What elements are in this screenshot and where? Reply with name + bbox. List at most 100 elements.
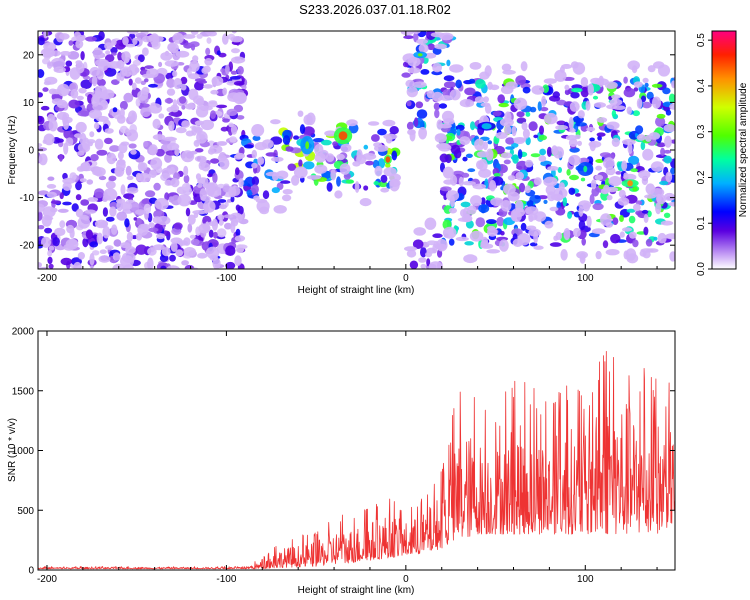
spectrogram-cell	[119, 69, 125, 82]
spectrogram-cell	[281, 194, 292, 202]
spectrogram-cell	[106, 152, 117, 165]
snr-y-tick-label: 2000	[12, 327, 35, 338]
spectrogram-cell	[187, 214, 196, 225]
spectrogram-cell	[642, 250, 651, 259]
spectrogram-cell	[39, 21, 48, 28]
spectrogram-cell	[306, 175, 322, 180]
spectrogram-cell	[184, 264, 195, 269]
spectrogram-cell	[200, 119, 215, 131]
spectrogram-cell	[502, 69, 516, 75]
spectrogram-cell	[457, 217, 472, 222]
spectrogram-cell	[407, 56, 421, 67]
spectrogram-cell	[619, 231, 625, 238]
spectrogram-cell	[94, 138, 104, 150]
spectrogram-cell	[669, 103, 675, 110]
spectrogram-cell	[69, 83, 76, 91]
snr-x-ticks: -200 -100 0 100	[37, 331, 658, 585]
spectrogram-cell	[467, 205, 477, 215]
spectrogram-cell	[225, 245, 236, 256]
colorbar-scale	[711, 30, 737, 270]
spectrogram-cell	[246, 189, 253, 196]
snr-x-tick-label: -200	[37, 574, 57, 585]
spectrogram-cell	[645, 238, 653, 247]
spectrogram-cell	[595, 165, 603, 171]
spectrogram-cell	[406, 249, 417, 258]
spectrogram-cell	[79, 178, 87, 183]
spectrogram-cell	[486, 225, 496, 231]
spectrogram-cell	[432, 233, 443, 238]
spectrogram-cell	[557, 167, 562, 173]
spectrogram-cell	[200, 195, 211, 202]
spectrogram-cell	[291, 175, 300, 186]
spectrogram-cell	[104, 137, 113, 145]
spectrogram-cell	[406, 86, 418, 98]
spectrogram-cell	[230, 36, 243, 43]
spectrogram-cell	[568, 138, 578, 147]
spectrogram-cell	[433, 102, 441, 111]
spectrogram-cell	[212, 172, 218, 184]
spectrogram-cell	[236, 115, 245, 120]
spectrogram-cell	[442, 226, 457, 239]
spectrogram-cell	[94, 86, 101, 97]
spectrogram-cell	[276, 170, 289, 180]
spectrogram-cell	[467, 168, 476, 173]
spectrogram-cell	[252, 135, 261, 141]
spectrogram-cell	[515, 199, 524, 213]
spectrogram-cell	[159, 254, 169, 262]
spectrogram-cell	[140, 106, 152, 117]
spectrogram-cell	[525, 136, 531, 146]
spectrogram-cell	[401, 72, 411, 78]
spectrogram-cell	[531, 85, 545, 95]
spectrogram-cell	[626, 106, 632, 115]
spectrogram-cell	[222, 118, 230, 123]
spectrogram-cell	[196, 131, 208, 144]
spectrogram-cell	[448, 207, 457, 214]
spectrogram-cell	[582, 202, 590, 212]
spectrogram-cell	[642, 77, 649, 84]
spectrogram-cell	[638, 170, 651, 179]
spectrogram-cell	[137, 161, 146, 172]
spectrogram-cell	[406, 121, 414, 130]
spectrogram-cell	[229, 76, 241, 80]
spectrogram-cell	[170, 178, 180, 188]
spectrogram-cell	[651, 96, 662, 109]
spectrogram-cell	[465, 153, 473, 158]
spectrogram-cell	[62, 172, 68, 180]
spectrogram-cell	[251, 124, 265, 137]
spectrogram-cell	[75, 181, 82, 191]
spectrogram-cell	[40, 105, 50, 111]
spectrogram-cell	[611, 137, 620, 147]
spectrogram-cell	[219, 204, 227, 210]
spectrogram-cell	[596, 132, 606, 137]
spectrogram-cell	[123, 92, 134, 103]
spectrogram-cell	[251, 184, 259, 195]
spectrogram-cell	[38, 115, 45, 125]
spectrogram-cell	[643, 226, 649, 236]
spectrogram-cell	[439, 95, 454, 101]
spectrogram-cell	[137, 223, 149, 236]
spectrogram-cell	[595, 159, 604, 163]
spectrogram-cell	[47, 256, 53, 265]
colorbar-tick-label: 0.2	[696, 170, 707, 184]
spectrogram-cell	[663, 155, 672, 164]
spectrogram-cell	[155, 148, 165, 157]
spectrogram-cell	[98, 255, 111, 263]
spectrogram-cell	[293, 166, 308, 179]
spectrogram-cell	[93, 167, 106, 177]
spectrogram-cell	[68, 99, 80, 109]
spectrogram-cell	[271, 187, 280, 194]
spectrogram-cell	[233, 81, 245, 86]
spectrogram-cell	[470, 121, 476, 131]
spectrogram-cell	[65, 60, 73, 67]
spectrogram-cell	[576, 116, 581, 127]
spectrogram-cell	[448, 238, 455, 246]
spectrogram-cell	[642, 148, 654, 161]
spectrogram-cell	[62, 181, 72, 191]
spectrogram-cell	[374, 165, 383, 177]
spectrogram-cell	[89, 253, 95, 266]
spectrogram-cell	[141, 86, 150, 95]
spectrogram-cell	[612, 217, 619, 226]
spectrogram-cell	[455, 236, 469, 242]
spectrogram-cell	[385, 136, 393, 144]
spectrogram-cell	[85, 36, 97, 42]
